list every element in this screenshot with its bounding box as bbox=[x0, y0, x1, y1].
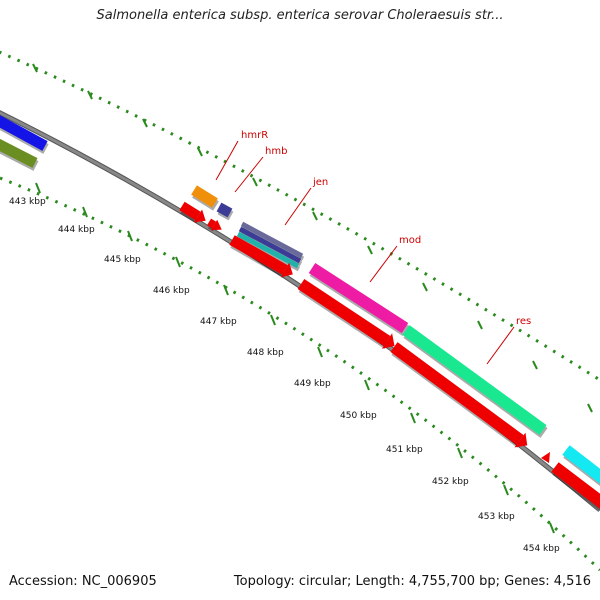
gene-label-jen: jen bbox=[284, 177, 328, 226]
feature-mod-bar bbox=[308, 262, 410, 337]
accession-text: Accession: NC_006905 bbox=[9, 574, 157, 589]
gene-leader-line bbox=[486, 326, 515, 365]
outer-tick-track bbox=[0, 50, 600, 413]
gene-label-text: mod bbox=[399, 235, 421, 246]
kbp-label-layer: 443 kbp 444 kbp 445 kbp 446 kbp 447 kbp 448 k… bbox=[9, 197, 560, 554]
outer-major-tick bbox=[87, 90, 93, 100]
inner-major-tick bbox=[127, 230, 133, 242]
feature-blue-bar bbox=[0, 115, 49, 154]
inner-major-tick bbox=[82, 206, 88, 218]
feature-res-bar bbox=[402, 325, 548, 438]
inner-tick-track bbox=[0, 176, 600, 572]
inner-major-tick bbox=[223, 284, 229, 296]
feature-red-right bbox=[551, 462, 600, 511]
kbp-label: 450 kbp bbox=[340, 411, 377, 421]
kbp-label: 443 kbp bbox=[9, 197, 46, 207]
inner-tick-dots bbox=[0, 176, 600, 572]
gene-label-res: res bbox=[486, 316, 531, 365]
gene-label-hmrR: hmrR bbox=[215, 130, 268, 181]
genome-backbone bbox=[0, 111, 600, 512]
outer-tick-dots bbox=[0, 50, 600, 382]
gene-label-text: jen bbox=[312, 177, 328, 188]
kbp-label: 447 kbp bbox=[200, 317, 237, 327]
outer-major-tick bbox=[422, 282, 428, 292]
feature-layer bbox=[0, 115, 600, 511]
feature-jen-stripe-2 bbox=[238, 226, 303, 267]
outer-major-tick bbox=[32, 63, 38, 73]
outer-major-tick bbox=[587, 403, 593, 413]
feature-hmrR-bar bbox=[191, 185, 219, 211]
gene-label-hmb: hmb bbox=[234, 146, 287, 193]
outer-major-tick bbox=[252, 177, 258, 187]
outer-major-tick bbox=[142, 118, 148, 128]
feature-red-jen bbox=[229, 235, 293, 278]
feature-red-res bbox=[390, 342, 528, 448]
kbp-label: 452 kbp bbox=[432, 477, 469, 487]
gene-label-text: res bbox=[516, 316, 531, 327]
outer-major-tick bbox=[367, 245, 373, 255]
inner-major-tick bbox=[503, 484, 509, 496]
inner-major-tick bbox=[364, 379, 370, 391]
inner-major-tick bbox=[175, 256, 181, 268]
kbp-label: 446 kbp bbox=[153, 286, 190, 296]
kbp-label: 453 kbp bbox=[478, 512, 515, 522]
genome-backbone-layer bbox=[0, 110, 600, 512]
feature-red-small-1 bbox=[179, 201, 206, 224]
inner-major-tick bbox=[457, 447, 463, 459]
backbone-shadow bbox=[0, 110, 600, 512]
feature-red-mod bbox=[297, 278, 395, 350]
outer-major-tick bbox=[312, 211, 318, 221]
outer-major-tick bbox=[197, 147, 203, 157]
map-title: Salmonella enterica subsp. enterica sero… bbox=[96, 8, 504, 23]
gene-leader-line bbox=[369, 245, 398, 283]
feature-red-marker bbox=[541, 452, 550, 463]
kbp-label: 451 kbp bbox=[386, 445, 423, 455]
gene-leader-line bbox=[234, 156, 264, 193]
inner-major-tick bbox=[317, 346, 323, 358]
gene-label-text: hmb bbox=[265, 146, 287, 157]
gene-label-text: hmrR bbox=[241, 130, 268, 141]
outer-major-tick bbox=[477, 320, 483, 330]
gene-leader-line bbox=[215, 140, 239, 181]
inner-major-tick bbox=[270, 314, 276, 326]
outer-major-tick bbox=[532, 360, 538, 370]
inner-major-tick bbox=[410, 412, 416, 424]
kbp-label: 448 kbp bbox=[247, 348, 284, 358]
kbp-label: 444 kbp bbox=[58, 225, 95, 235]
kbp-label: 445 kbp bbox=[104, 255, 141, 265]
gene-leader-line bbox=[284, 187, 312, 226]
feature-olive-bar bbox=[0, 138, 39, 171]
kbp-label: 449 kbp bbox=[294, 379, 331, 389]
feature-jen-stripe-1 bbox=[240, 221, 305, 262]
inner-major-tick bbox=[35, 182, 41, 194]
feature-hmb-bar bbox=[216, 202, 234, 221]
genome-summary-text: Topology: circular; Length: 4,755,700 bp… bbox=[233, 574, 591, 589]
gene-label-mod: mod bbox=[369, 235, 421, 283]
feature-red-small-2 bbox=[206, 218, 222, 232]
gene-label-layer: hmrR hmb jen mod res bbox=[215, 130, 531, 365]
inner-major-tick bbox=[549, 522, 555, 534]
kbp-label: 454 kbp bbox=[523, 544, 560, 554]
